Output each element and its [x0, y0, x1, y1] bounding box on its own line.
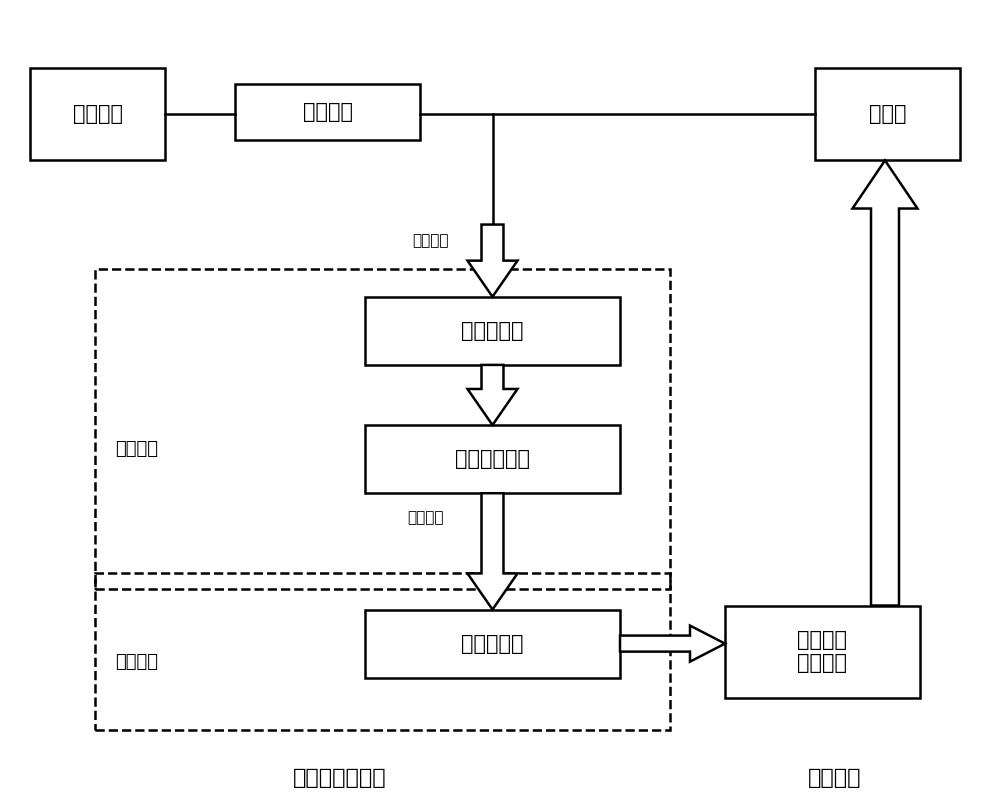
- Text: 交流线路: 交流线路: [302, 103, 352, 122]
- Text: 振荡抑制: 振荡抑制: [115, 653, 158, 670]
- Polygon shape: [852, 160, 918, 606]
- Polygon shape: [467, 225, 518, 297]
- Bar: [235, 84, 420, 140]
- Bar: [365, 610, 620, 678]
- Text: 检测频率: 检测频率: [408, 510, 444, 525]
- Text: 检测电压: 检测电压: [413, 233, 449, 248]
- Bar: [95, 573, 670, 730]
- Bar: [95, 269, 670, 589]
- Polygon shape: [620, 626, 725, 662]
- Polygon shape: [467, 365, 518, 425]
- Text: 振荡检测: 振荡检测: [115, 440, 158, 458]
- Text: 工频陷波器: 工频陷波器: [461, 321, 524, 341]
- Bar: [725, 606, 920, 698]
- Text: 换流器: 换流器: [869, 104, 906, 124]
- Text: 带阻滤波器: 带阻滤波器: [461, 634, 524, 654]
- Bar: [30, 68, 165, 160]
- Text: 自适应抑制方法: 自适应抑制方法: [293, 768, 387, 788]
- Bar: [815, 68, 960, 160]
- Text: 交流电网: 交流电网: [72, 104, 122, 124]
- Polygon shape: [467, 493, 518, 610]
- Bar: [365, 297, 620, 365]
- Bar: [365, 425, 620, 493]
- Text: 多重滤波通道: 多重滤波通道: [455, 449, 530, 469]
- Text: 内环控制: 内环控制: [808, 768, 862, 788]
- Text: 电压前馈
控制环节: 电压前馈 控制环节: [798, 630, 848, 673]
